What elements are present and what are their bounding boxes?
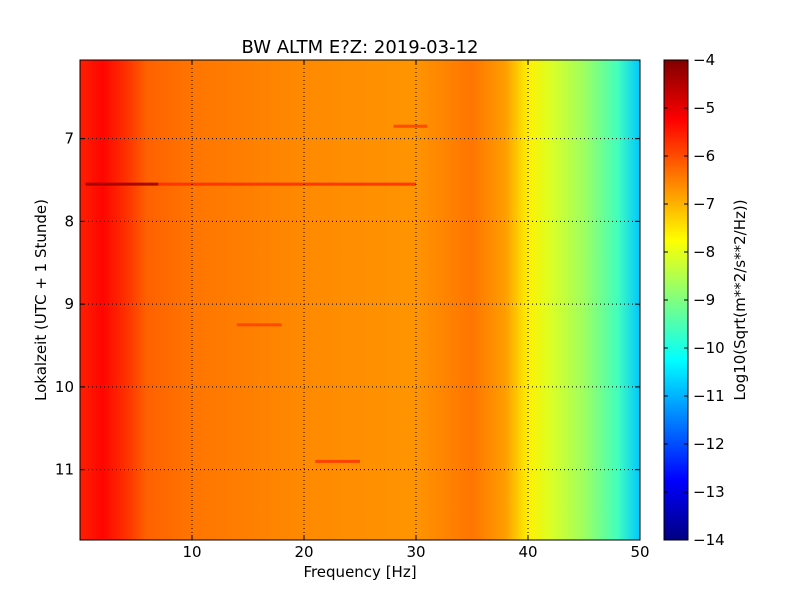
- y-tick-label: 10: [55, 378, 74, 396]
- spectral-band-highlight: [315, 459, 360, 463]
- colorbar-tick-label: −12: [693, 435, 725, 453]
- colorbar-tick-label: −6: [693, 147, 715, 165]
- grid: [80, 60, 640, 540]
- y-tick-label: 7: [64, 130, 74, 148]
- y-tick-label: 11: [55, 461, 74, 479]
- y-tick-label: 9: [64, 295, 74, 313]
- colorbar-tick-label: −10: [693, 339, 725, 357]
- colorbar-tick-label: −13: [693, 483, 725, 501]
- x-tick-label: 10: [182, 543, 201, 561]
- colorbar: −4 −5 −6 −7 −8 −9 −10 −11 −12 −13 −14 Log10(Sqrt(m…: [663, 51, 749, 549]
- spectral-band-highlight: [85, 182, 159, 186]
- colorbar-tick-label: −9: [693, 291, 715, 309]
- x-tick-label: 50: [630, 543, 649, 561]
- y-tick-label: 8: [64, 212, 74, 230]
- chart-title: BW ALTM E?Z: 2019-03-12: [242, 37, 479, 58]
- colorbar-tick-label: −7: [693, 195, 715, 213]
- y-axis-label: Lokalzeit (UTC + 1 Stunde): [32, 199, 50, 401]
- plot-area: 10 20 30 40 50 7 8 9 10 11: [55, 59, 650, 561]
- x-axis-label: Frequency [Hz]: [303, 563, 416, 581]
- spectral-band-highlight: [393, 124, 428, 128]
- colorbar-tick-label: −14: [693, 531, 725, 549]
- colorbar-tick-label: −11: [693, 387, 725, 405]
- x-tick-label: 30: [406, 543, 425, 561]
- spectral-band-highlight: [158, 182, 416, 186]
- spectrogram-image: [80, 60, 640, 540]
- colorbar-tick-label: −5: [693, 99, 715, 117]
- colorbar-tick-label: −4: [693, 51, 715, 69]
- x-tick-label: 40: [518, 543, 537, 561]
- plot-frame: [79, 59, 641, 541]
- spectral-band-highlight: [236, 323, 282, 327]
- x-tick-label: 20: [294, 543, 313, 561]
- colorbar-label: Log10(Sqrt(m**2/s**2/Hz)): [731, 199, 749, 400]
- colorbar-tick-label: −8: [693, 243, 715, 261]
